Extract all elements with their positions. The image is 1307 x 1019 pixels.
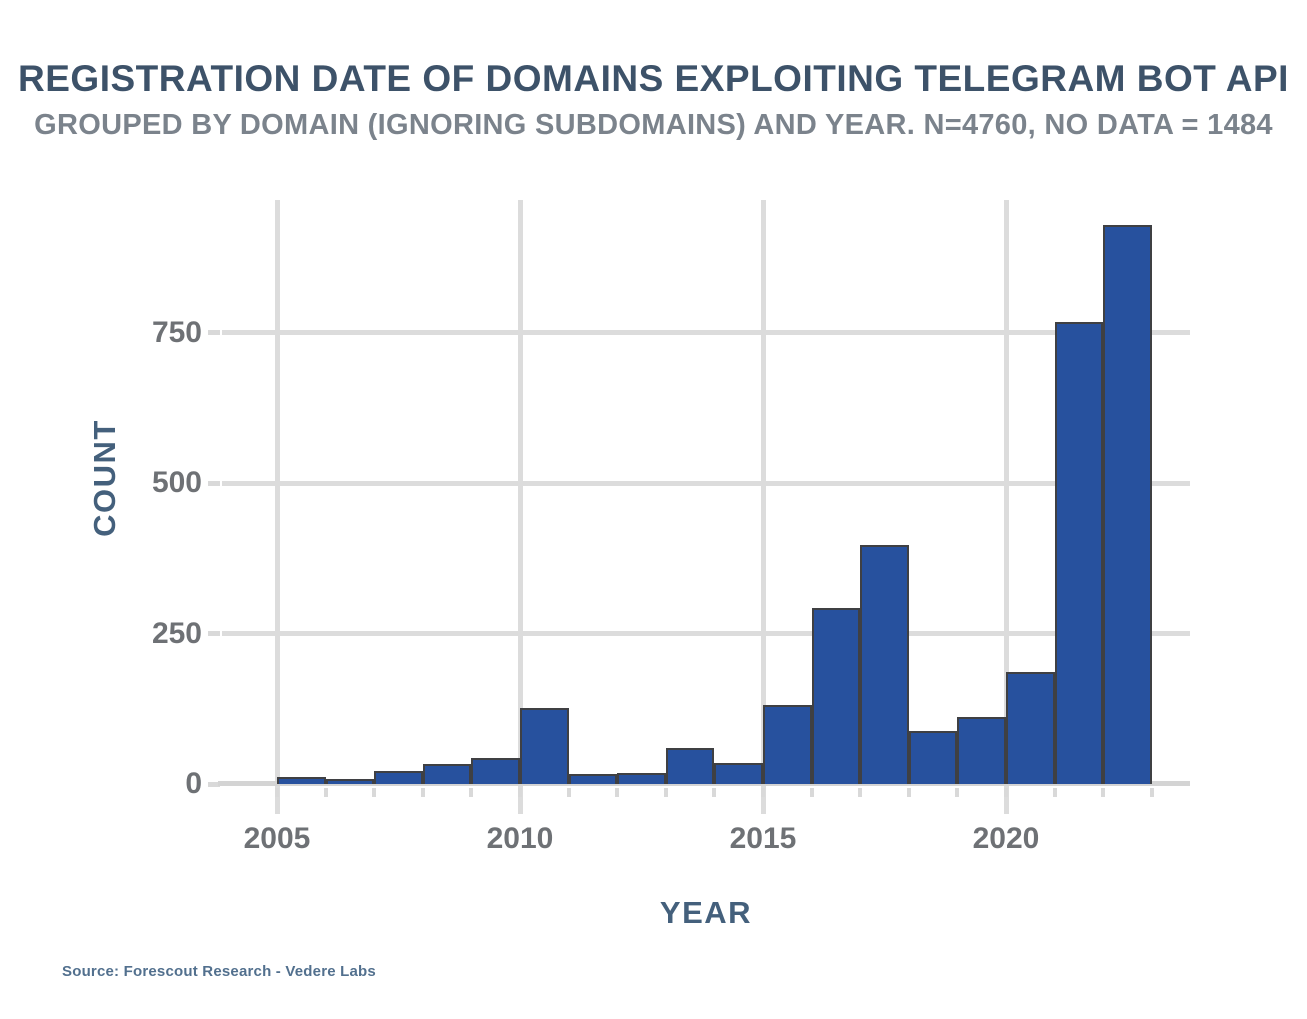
histogram-bar — [374, 771, 423, 784]
x-minor-tick — [1052, 788, 1057, 797]
chart-subtitle: GROUPED BY DOMAIN (IGNORING SUBDOMAINS) … — [34, 109, 1273, 141]
plot-area: 2005 2010 2015 2020 0 250 500 750 — [152, 200, 1190, 855]
histogram-bar — [1054, 321, 1104, 784]
y-tick-mark — [208, 781, 220, 787]
x-minor-tick — [906, 788, 911, 797]
x-minor-tick — [1149, 788, 1154, 797]
x-minor-tick — [372, 788, 377, 797]
histogram-bar — [471, 757, 520, 784]
histogram-bar — [957, 717, 1006, 784]
x-tick-label: 2020 — [972, 822, 1040, 855]
y-tick-label: 0 — [185, 767, 202, 800]
x-minor-tick — [712, 788, 717, 797]
x-minor-tick — [761, 788, 765, 797]
histogram-bar — [1103, 224, 1152, 784]
x-minor-tick — [663, 788, 668, 797]
x-tick-label: 2010 — [486, 822, 554, 855]
histogram-bar — [568, 774, 618, 784]
y-gridline — [222, 631, 1190, 636]
x-minor-tick — [323, 788, 328, 797]
x-gridline — [274, 200, 280, 814]
histogram-bar — [908, 731, 958, 784]
chart-title: REGISTRATION DATE OF DOMAINS EXPLOITING … — [18, 58, 1289, 99]
x-minor-tick — [469, 788, 474, 797]
x-minor-tick — [615, 788, 620, 797]
histogram-bar — [422, 764, 472, 784]
x-tick-label: 2015 — [729, 822, 797, 855]
y-tick-label: 250 — [151, 616, 202, 650]
x-gridline — [760, 200, 766, 814]
histogram-bar — [277, 777, 326, 784]
y-gridline — [222, 480, 1190, 486]
y-gridline — [222, 330, 1190, 335]
histogram-bar — [811, 608, 861, 784]
x-minor-tick — [420, 788, 425, 797]
histogram-bar — [617, 772, 666, 784]
y-tick-mark — [208, 480, 220, 486]
y-axis-label: COUNT — [87, 419, 122, 537]
x-minor-tick — [566, 788, 571, 797]
x-minor-tick — [955, 788, 960, 797]
histogram-bar — [763, 705, 812, 784]
x-minor-tick — [518, 788, 522, 797]
x-minor-tick — [858, 788, 863, 797]
y-tick-label: 750 — [151, 315, 202, 349]
y-tick-label: 500 — [151, 466, 202, 499]
x-tick-label: 2005 — [243, 822, 311, 855]
x-minor-tick — [275, 788, 279, 797]
histogram-bar — [860, 545, 909, 784]
histogram-bar — [665, 747, 715, 784]
x-axis-label: YEAR — [659, 895, 753, 930]
histogram-bar — [1006, 672, 1055, 784]
y-tick-mark — [208, 330, 220, 335]
x-gridline — [517, 200, 523, 814]
histogram-bar — [325, 778, 375, 784]
histogram-bar — [520, 708, 569, 784]
y-tick-mark — [208, 631, 220, 636]
x-gridline — [1003, 200, 1009, 814]
histogram-bar — [714, 762, 763, 784]
x-minor-tick — [1101, 788, 1106, 797]
x-minor-tick — [1004, 788, 1008, 797]
x-minor-tick — [809, 788, 814, 797]
source-caption: Source: Forescout Research - Vedere Labs — [62, 963, 376, 980]
